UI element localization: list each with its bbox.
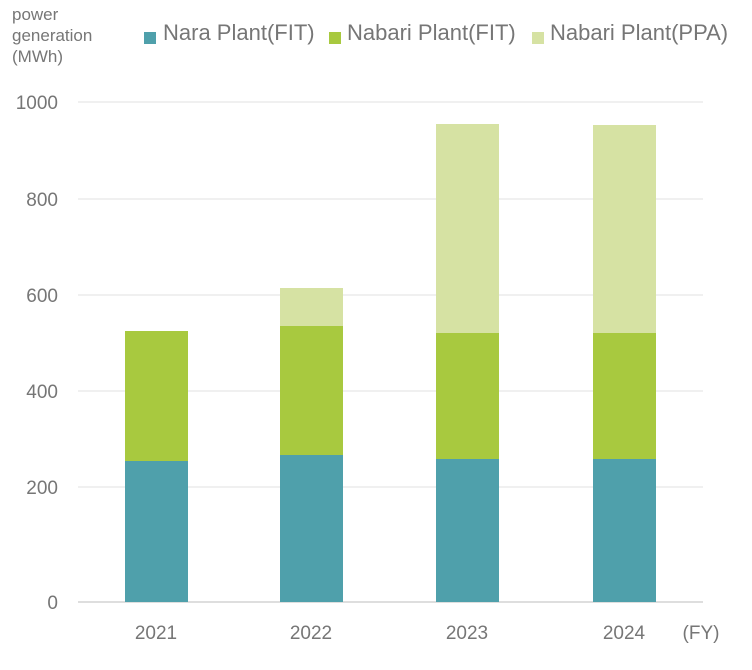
svg-text:600: 600	[26, 286, 58, 307]
svg-text:2021: 2021	[135, 623, 177, 644]
svg-text:800: 800	[26, 190, 58, 211]
svg-text:200: 200	[26, 478, 58, 499]
svg-text:2023: 2023	[446, 623, 488, 644]
svg-text:1000: 1000	[16, 93, 58, 114]
svg-text:0: 0	[47, 593, 58, 614]
svg-text:2024: 2024	[603, 623, 646, 644]
svg-text:(FY): (FY)	[683, 623, 720, 644]
svg-text:400: 400	[26, 382, 58, 403]
svg-text:2022: 2022	[290, 623, 332, 644]
